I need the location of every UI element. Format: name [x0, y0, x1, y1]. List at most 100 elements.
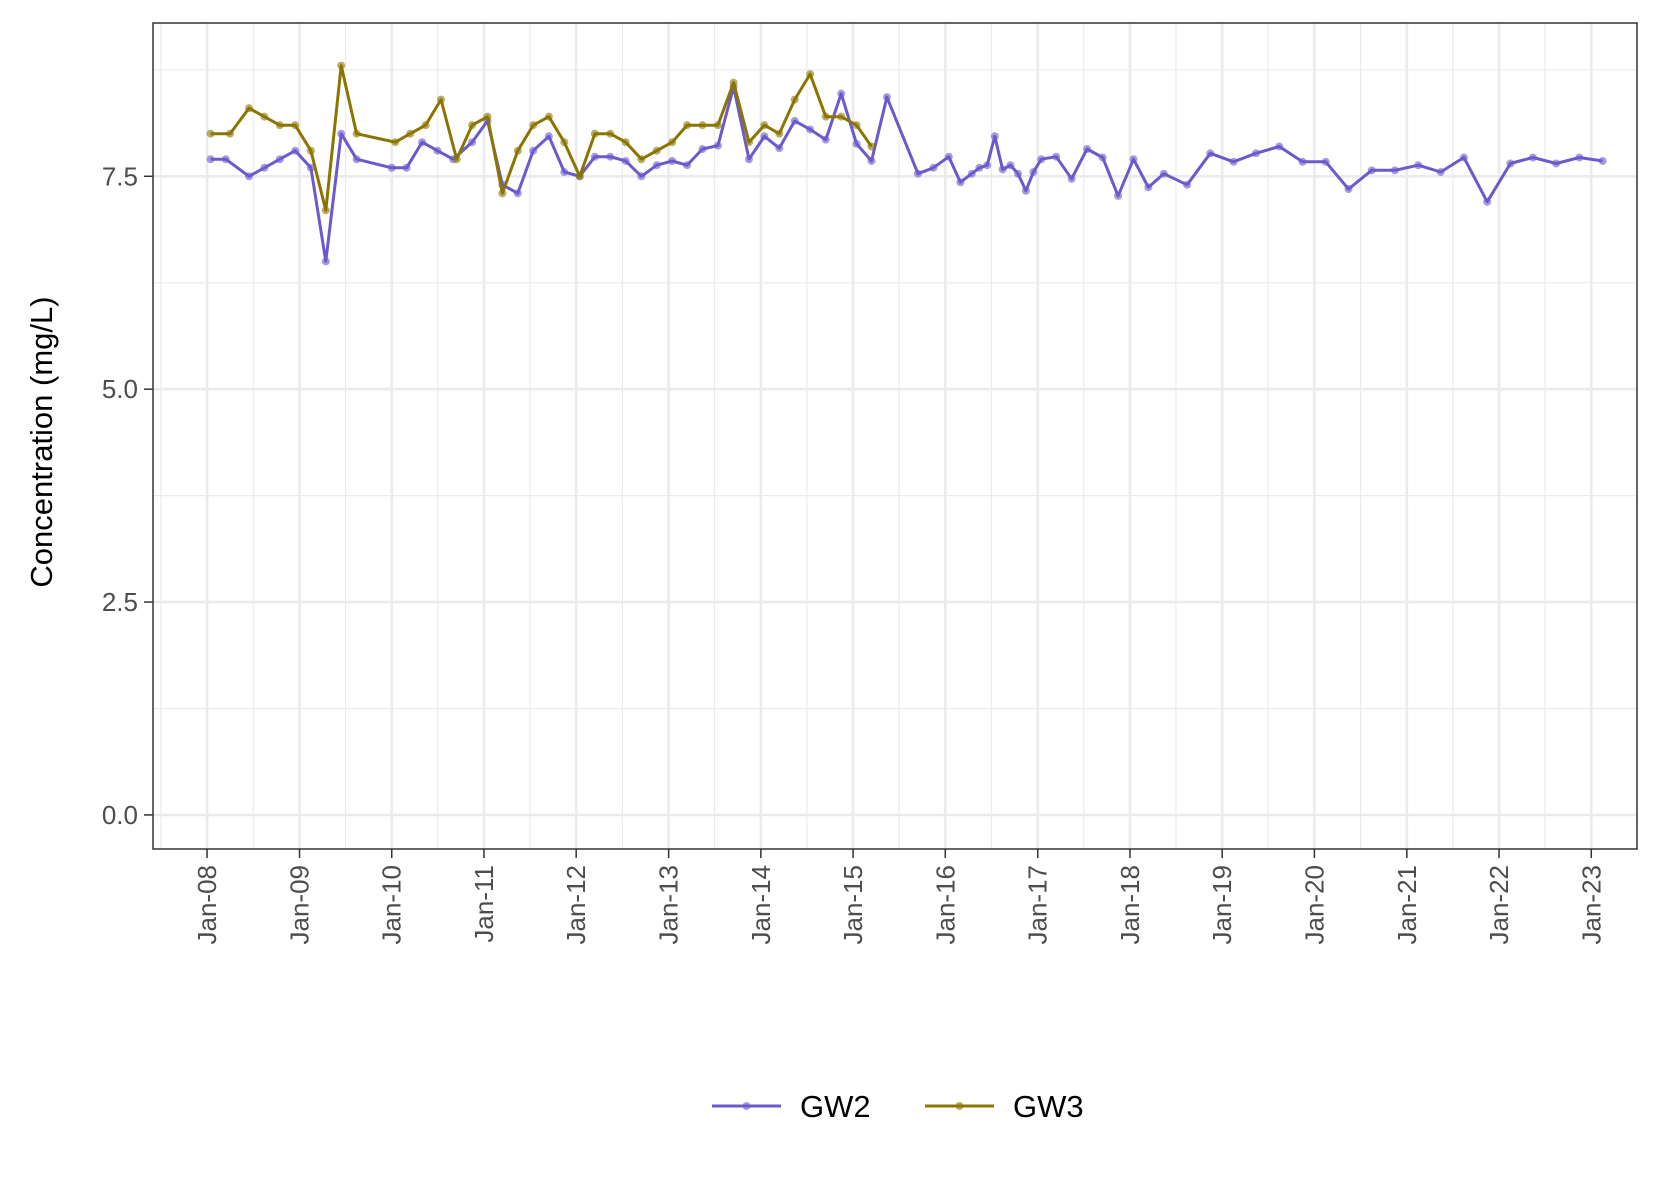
- x-tick-label: Jan-19: [1207, 865, 1237, 945]
- data-point-gw3: [352, 129, 361, 138]
- data-point-gw2: [275, 155, 284, 164]
- x-tick-label: Jan-09: [285, 865, 315, 945]
- data-point-gw2: [1414, 161, 1423, 170]
- data-point-gw2: [513, 189, 522, 198]
- data-point-gw3: [867, 142, 876, 151]
- x-tick-label: Jan-11: [469, 865, 499, 943]
- x-tick-label: Jan-23: [1576, 865, 1606, 945]
- data-point-gw2: [1083, 145, 1092, 154]
- data-point-gw2: [544, 132, 553, 141]
- data-point-gw2: [744, 155, 753, 164]
- data-point-gw2: [306, 163, 315, 172]
- data-point-gw2: [529, 146, 538, 155]
- x-tick-label: Jan-17: [1023, 865, 1053, 945]
- data-point-gw3: [683, 121, 692, 130]
- data-point-gw2: [1252, 149, 1261, 158]
- data-point-gw2: [775, 144, 784, 153]
- x-tick-label: Jan-22: [1484, 865, 1514, 945]
- data-point-gw2: [387, 163, 396, 172]
- data-point-gw3: [437, 95, 446, 104]
- data-point-gw2: [1098, 153, 1107, 162]
- x-axis: Jan-08 Jan-09 Jan-10 Jan-11 Jan-12 Jan-13 Jan-…: [192, 849, 1606, 945]
- data-point-gw3: [206, 129, 215, 138]
- legend-label-gw3: GW3: [1013, 1089, 1084, 1124]
- data-point-gw3: [590, 129, 599, 138]
- data-point-gw3: [421, 121, 430, 130]
- x-tick-label: Jan-20: [1299, 865, 1329, 945]
- data-point-gw3: [652, 146, 661, 155]
- data-point-gw2: [652, 161, 661, 170]
- data-point-gw2: [337, 129, 346, 138]
- y-tick-label: 0.0: [102, 800, 138, 830]
- legend-key-point: [742, 1102, 751, 1110]
- data-point-gw3: [498, 189, 507, 198]
- data-point-gw2: [606, 152, 615, 161]
- data-point-gw3: [275, 121, 284, 130]
- data-point-gw2: [1114, 191, 1123, 200]
- data-point-gw2: [1575, 153, 1584, 162]
- data-point-gw3: [729, 78, 738, 87]
- x-tick-label: Jan-16: [930, 865, 960, 945]
- data-point-gw3: [698, 121, 707, 130]
- data-point-gw3: [821, 112, 830, 121]
- x-tick-label: Jan-14: [746, 865, 776, 945]
- data-point-gw3: [560, 138, 569, 147]
- data-point-gw2: [713, 141, 722, 150]
- data-point-gw2: [760, 132, 769, 141]
- data-point-gw2: [1436, 168, 1445, 177]
- data-point-gw2: [402, 163, 411, 172]
- y-tick-label: 7.5: [102, 161, 138, 191]
- data-point-gw3: [621, 138, 630, 147]
- x-tick-label: Jan-13: [654, 865, 684, 945]
- x-tick-label: Jan-15: [838, 865, 868, 945]
- data-point-gw3: [452, 155, 461, 164]
- data-point-gw2: [1229, 157, 1238, 166]
- data-point-gw3: [226, 129, 235, 138]
- data-point-gw2: [852, 139, 861, 148]
- data-point-gw2: [975, 163, 984, 172]
- x-tick-label: Jan-18: [1115, 865, 1145, 945]
- data-point-gw2: [990, 132, 999, 141]
- data-point-gw2: [683, 161, 692, 170]
- data-point-gw2: [1129, 155, 1138, 164]
- data-point-gw2: [956, 178, 965, 187]
- data-point-gw2: [352, 155, 361, 164]
- data-point-gw2: [637, 172, 646, 181]
- data-point-gw3: [575, 172, 584, 181]
- data-point-gw2: [621, 156, 630, 165]
- data-point-gw2: [1552, 159, 1561, 168]
- data-point-gw3: [306, 146, 315, 155]
- data-point-gw2: [1506, 159, 1515, 168]
- x-tick-label: Jan-10: [377, 865, 407, 945]
- data-point-gw2: [1483, 197, 1492, 206]
- data-point-gw2: [590, 152, 599, 161]
- data-point-gw2: [806, 125, 815, 134]
- data-point-gw3: [544, 112, 553, 121]
- data-point-gw2: [1344, 185, 1353, 194]
- data-point-gw3: [468, 121, 477, 130]
- data-point-gw2: [221, 155, 230, 164]
- data-point-gw3: [513, 146, 522, 155]
- data-point-gw2: [1206, 149, 1215, 158]
- data-point-gw2: [1321, 157, 1330, 166]
- x-tick-label: Jan-21: [1392, 865, 1422, 945]
- legend: GW2 GW3: [712, 1089, 1084, 1124]
- data-point-gw2: [1459, 153, 1468, 162]
- data-point-gw3: [337, 61, 346, 70]
- data-point-gw2: [821, 135, 830, 144]
- data-point-gw2: [1052, 152, 1061, 161]
- data-point-gw2: [882, 93, 891, 102]
- data-point-gw3: [321, 206, 330, 215]
- data-point-gw3: [668, 138, 677, 147]
- x-tick-label: Jan-08: [192, 865, 222, 945]
- data-point-gw2: [944, 152, 953, 161]
- series-layer: [206, 61, 1607, 266]
- data-point-gw2: [1183, 180, 1192, 189]
- data-point-gw2: [1006, 161, 1015, 170]
- grid-lines: [153, 23, 1637, 849]
- data-point-gw2: [1275, 142, 1284, 151]
- data-point-gw2: [867, 156, 876, 165]
- data-point-gw2: [1037, 155, 1046, 164]
- data-point-gw3: [391, 138, 400, 147]
